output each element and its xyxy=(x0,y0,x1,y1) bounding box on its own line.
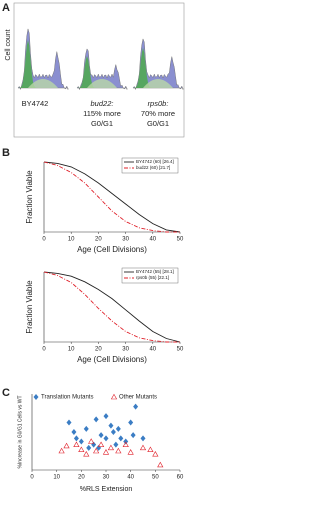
y-axis-label: Fraction Viable xyxy=(25,170,34,224)
point xyxy=(110,429,116,435)
legend-label: rps0b (55) [22.1] xyxy=(136,275,169,280)
point xyxy=(118,435,124,442)
axes xyxy=(31,394,180,471)
x-tick-label: 0 xyxy=(30,475,34,481)
point xyxy=(66,419,72,426)
point xyxy=(73,435,79,442)
panel-label: A xyxy=(2,2,10,14)
point xyxy=(98,432,104,439)
y-axis-label: %Increase in G0/G1 Cells vs WT xyxy=(17,395,23,468)
x-tick-label: 20 xyxy=(95,347,102,353)
x-tick-label: 50 xyxy=(177,237,184,243)
g1-peak xyxy=(77,56,102,88)
x-tick-label: 60 xyxy=(177,475,184,481)
x-tick-label: 10 xyxy=(53,475,60,481)
point xyxy=(127,449,134,455)
point xyxy=(86,444,92,451)
panel-label: C xyxy=(2,387,10,399)
point xyxy=(97,441,105,447)
x-tick-label: 30 xyxy=(122,237,129,243)
point xyxy=(83,425,89,432)
sample-name: rps0b: xyxy=(148,99,169,108)
y-axis-label: Fraction Viable xyxy=(25,280,34,334)
g1-peak xyxy=(18,40,43,88)
legend-label: BY4742 (60) [26.4] xyxy=(136,159,174,164)
legend-box xyxy=(121,267,179,284)
x-tick-label: 40 xyxy=(149,237,156,243)
survival-line xyxy=(43,271,181,343)
y-axis-label: Cell count xyxy=(5,29,12,60)
panel-label: B xyxy=(2,147,10,159)
x-tick-label: 0 xyxy=(42,347,46,353)
sample-name: bud22: xyxy=(91,99,114,108)
x-tick-label: 50 xyxy=(152,475,159,481)
sphase xyxy=(87,79,117,88)
x-tick-label: 30 xyxy=(122,347,129,353)
legend-label: bud22 (60) [21.7] xyxy=(136,165,170,170)
point xyxy=(133,403,139,410)
point xyxy=(78,438,84,445)
legend-marker xyxy=(110,393,118,400)
legend-label: Other Mutants xyxy=(119,395,157,401)
x-tick-label: 40 xyxy=(149,347,156,353)
point xyxy=(88,438,95,444)
point xyxy=(73,441,80,447)
panel-frame xyxy=(13,2,185,138)
point xyxy=(103,413,109,420)
sample-note: 115% more xyxy=(83,109,121,118)
x-tick-label: 30 xyxy=(103,475,110,481)
point xyxy=(107,444,115,451)
survival-line xyxy=(43,271,180,343)
sample-note: G0/G1 xyxy=(91,119,113,128)
point xyxy=(91,441,97,448)
point xyxy=(113,441,119,448)
point xyxy=(78,446,85,453)
point xyxy=(93,416,99,423)
x-tick-label: 20 xyxy=(78,475,85,481)
x-axis-label: Age (Cell Divisions) xyxy=(77,245,147,254)
legend-label: BY4742 (55) [28.1] xyxy=(136,269,174,274)
point xyxy=(128,419,134,426)
point xyxy=(96,444,102,451)
point xyxy=(122,441,129,447)
point xyxy=(147,446,154,453)
point xyxy=(115,447,122,454)
survival-line xyxy=(43,161,180,233)
point xyxy=(157,461,164,468)
x-axis-label: %RLS Extension xyxy=(80,486,133,493)
legend-marker xyxy=(33,394,39,400)
point xyxy=(102,449,110,455)
point xyxy=(139,444,147,451)
sample-note: G0/G1 xyxy=(147,119,169,128)
legend-label: Translation Mutants xyxy=(41,395,93,401)
point xyxy=(108,422,114,429)
sample-name: BY4742 xyxy=(22,99,49,108)
point xyxy=(83,450,90,457)
point xyxy=(93,447,100,454)
g1-peak xyxy=(133,48,158,88)
point xyxy=(130,432,136,439)
point xyxy=(71,429,77,435)
survival-line xyxy=(43,161,181,233)
legend-box xyxy=(121,157,179,174)
point xyxy=(63,442,70,449)
sphase xyxy=(28,79,58,88)
page: A Cell count BY4742 bud22: 115% more G0/G1 rps… xyxy=(2,1,185,493)
point xyxy=(58,447,65,454)
point xyxy=(115,425,121,432)
point xyxy=(140,435,146,442)
sphase xyxy=(143,79,173,88)
x-tick-label: 40 xyxy=(127,475,134,481)
x-tick-label: 50 xyxy=(177,347,184,353)
x-tick-label: 0 xyxy=(42,237,46,243)
x-tick-label: 10 xyxy=(68,237,75,243)
x-tick-label: 20 xyxy=(95,237,102,243)
x-axis-label: Age (Cell Divisions) xyxy=(77,355,147,364)
x-tick-label: 10 xyxy=(68,347,75,353)
point xyxy=(103,435,109,442)
point xyxy=(152,450,159,457)
sample-note: 70% more xyxy=(141,109,175,118)
